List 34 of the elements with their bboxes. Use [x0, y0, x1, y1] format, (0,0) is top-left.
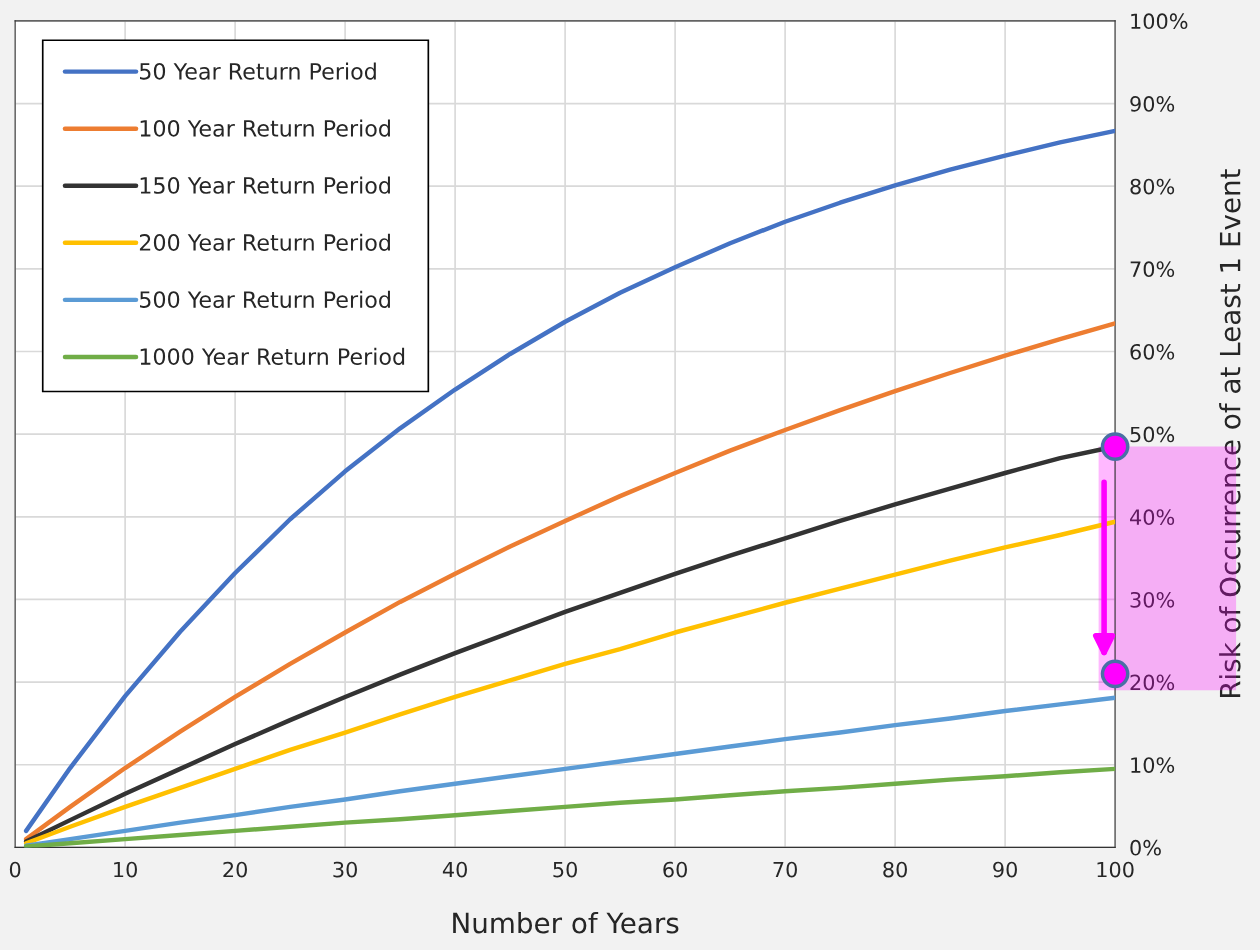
x-tick-label: 40	[442, 861, 467, 878]
line-series	[23, 766, 1116, 848]
legend-label: 200 Year Return Period	[139, 233, 390, 251]
x-tick-label: 60	[663, 861, 687, 878]
x-axis-title: Number of Years	[453, 912, 679, 934]
x-tick-label: 30	[333, 861, 357, 878]
y-tick-label: 10%	[1131, 757, 1175, 773]
x-tick-label: 20	[223, 861, 247, 878]
legend-label: 50 Year Return Period	[140, 62, 376, 80]
line-series	[23, 695, 1116, 848]
y-tick-label: 0%	[1130, 839, 1161, 856]
y-tick-label: 30%	[1130, 591, 1175, 608]
y-tick-label: 20%	[1130, 674, 1175, 691]
legend-label: 1000 Year Return Period	[140, 347, 405, 366]
x-tick-label: 80	[883, 861, 907, 878]
line-series	[23, 519, 1116, 846]
y-tick-label: 60%	[1130, 343, 1175, 360]
x-tick-label: 90	[993, 861, 1017, 878]
y-tick-label: 90%	[1130, 96, 1175, 112]
y-axis-title: Risk of Occurrence of at Least 1 Event	[1219, 169, 1241, 698]
y-tick-label: 40%	[1130, 509, 1175, 526]
legend-label: 500 Year Return Period	[140, 290, 390, 308]
y-tick-label: 80%	[1130, 178, 1175, 195]
y-tick-label: 50%	[1130, 426, 1175, 443]
x-tick-label: 10	[114, 861, 137, 878]
x-tick-label: 100	[1097, 861, 1134, 878]
line-series	[23, 321, 1116, 842]
y-tick-label: 70%	[1130, 261, 1175, 278]
legend-label: 100 Year Return Period	[140, 119, 390, 137]
y-tick-label: 100%	[1131, 13, 1188, 30]
x-tick-label: 0	[9, 861, 21, 878]
x-tick-label: 50	[553, 861, 577, 878]
legend-label: 150 Year Return Period	[140, 176, 390, 194]
x-tick-label: 70	[773, 861, 797, 878]
